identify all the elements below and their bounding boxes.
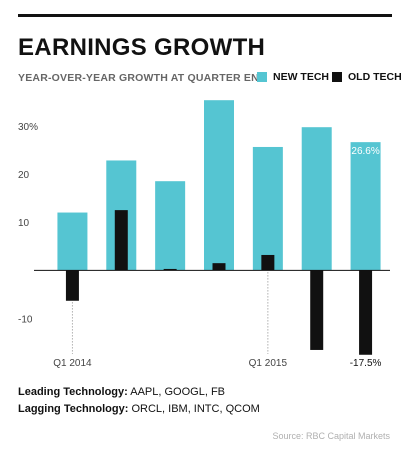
legend-label-new-tech: NEW TECH [273,71,329,83]
legend-label-old-tech: OLD TECH [348,71,402,83]
bar-old-tech [212,263,226,271]
bar-new-tech [204,100,234,271]
bar-old-tech [261,254,275,271]
data-label-old-tech: -17.5% [350,358,382,369]
bar-new-tech [301,127,332,271]
legend-item-new-tech: NEW TECH [257,70,329,84]
bar-old-tech [359,270,373,355]
data-label-new-tech: 26.6% [351,146,379,157]
bar-new-tech [350,142,381,271]
y-tick-label: -10 [18,315,33,326]
bar-old-tech [114,210,128,271]
x-tick-label: Q1 2015 [249,358,288,369]
bar-new-tech [252,146,283,271]
bar-old-tech [65,270,79,301]
notes: Leading Technology: AAPL, GOOGL, FB Lagg… [18,384,260,418]
chart-title: EARNINGS GROWTH [18,34,266,61]
leading-technology-note: Leading Technology: AAPL, GOOGL, FB [18,384,260,401]
lagging-technology-note: Lagging Technology: ORCL, IBM, INTC, QCO… [18,401,260,418]
bar-old-tech [310,270,324,350]
bar-new-tech [57,212,88,271]
y-tick-label: 10 [18,218,30,229]
leading-technology-label: Leading Technology: [18,386,128,398]
chart-subtitle: YEAR-OVER-YEAR GROWTH AT QUARTER END [18,72,267,84]
legend-swatch-old-tech [332,72,342,82]
top-rule [18,14,392,17]
bar-new-tech [155,181,186,271]
y-tick-label: 20 [18,170,30,181]
legend-item-old-tech: OLD TECH [332,70,402,84]
legend-swatch-new-tech [257,72,267,82]
lagging-technology-label: Lagging Technology: [18,403,129,415]
source-note: Source: RBC Capital Markets [272,431,390,441]
x-tick-label: Q1 2014 [53,358,92,369]
bar-old-tech [163,268,177,271]
leading-technology-value: AAPL, GOOGL, FB [130,386,226,398]
y-tick-label: 30% [18,122,38,133]
lagging-technology-value: ORCL, IBM, INTC, QCOM [131,403,260,415]
